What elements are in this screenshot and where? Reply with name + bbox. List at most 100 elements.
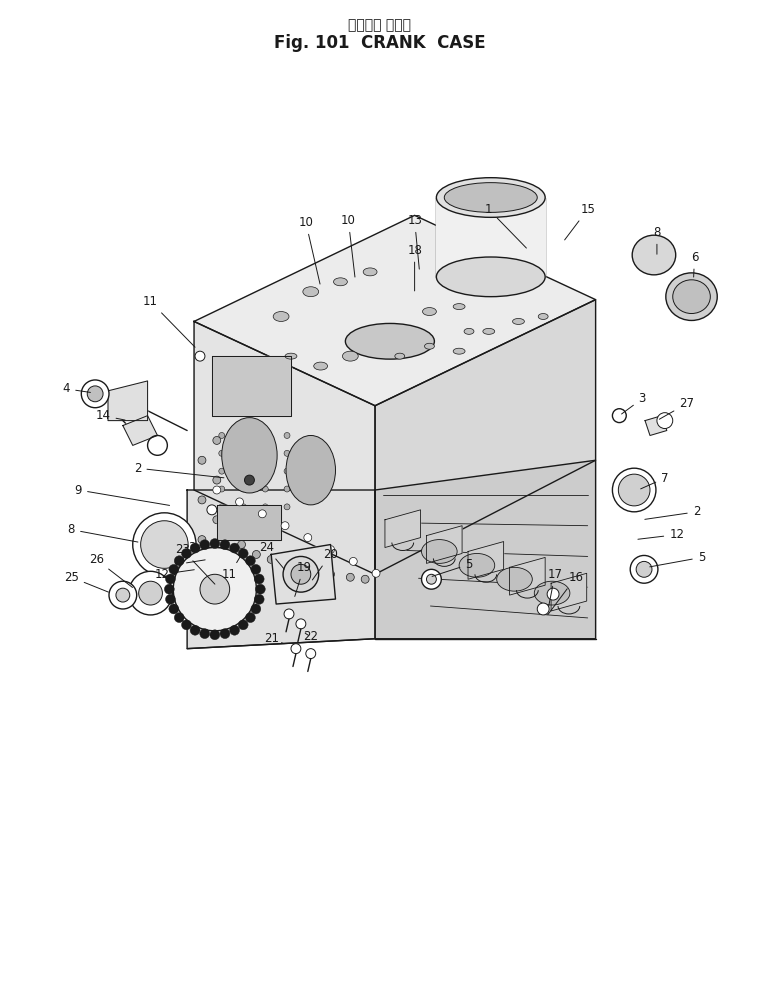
Text: 5: 5 xyxy=(432,558,473,576)
Circle shape xyxy=(219,486,225,492)
Circle shape xyxy=(281,521,289,529)
Text: 21: 21 xyxy=(263,632,284,645)
Circle shape xyxy=(251,565,261,574)
Circle shape xyxy=(427,574,436,584)
Circle shape xyxy=(255,584,265,594)
Circle shape xyxy=(191,543,200,553)
Circle shape xyxy=(283,557,319,592)
Circle shape xyxy=(657,412,672,428)
Text: 8: 8 xyxy=(68,523,138,542)
Ellipse shape xyxy=(453,349,465,355)
Ellipse shape xyxy=(464,328,474,334)
Text: 2: 2 xyxy=(134,462,224,478)
Text: 5: 5 xyxy=(650,551,705,567)
Circle shape xyxy=(220,628,230,638)
Circle shape xyxy=(219,468,225,474)
Ellipse shape xyxy=(512,318,524,324)
Text: 3: 3 xyxy=(188,541,224,554)
Circle shape xyxy=(619,474,650,506)
Circle shape xyxy=(129,572,172,615)
Circle shape xyxy=(181,620,191,629)
Text: 26: 26 xyxy=(89,553,133,587)
Text: 15: 15 xyxy=(565,203,595,240)
Polygon shape xyxy=(468,541,504,579)
Circle shape xyxy=(181,549,191,559)
Ellipse shape xyxy=(453,303,465,309)
Circle shape xyxy=(219,432,225,438)
Circle shape xyxy=(210,629,220,639)
Circle shape xyxy=(207,505,217,515)
Circle shape xyxy=(198,535,206,544)
Text: 4: 4 xyxy=(63,382,90,396)
Polygon shape xyxy=(375,300,596,574)
Circle shape xyxy=(291,643,301,654)
Polygon shape xyxy=(427,525,462,564)
Circle shape xyxy=(284,468,290,474)
Text: 6: 6 xyxy=(691,250,698,277)
Circle shape xyxy=(191,626,200,635)
Circle shape xyxy=(613,409,626,422)
Ellipse shape xyxy=(424,344,434,350)
Circle shape xyxy=(198,496,206,504)
Circle shape xyxy=(258,510,266,518)
Ellipse shape xyxy=(363,268,377,276)
Circle shape xyxy=(547,588,559,600)
Ellipse shape xyxy=(273,311,289,321)
Circle shape xyxy=(219,504,225,510)
Circle shape xyxy=(147,435,167,456)
Polygon shape xyxy=(551,573,587,611)
Polygon shape xyxy=(217,505,281,539)
Circle shape xyxy=(81,380,109,408)
Circle shape xyxy=(222,530,231,538)
Circle shape xyxy=(165,584,175,594)
Text: 14: 14 xyxy=(96,409,125,422)
Circle shape xyxy=(238,620,248,629)
Circle shape xyxy=(245,556,255,566)
Circle shape xyxy=(291,565,310,584)
Text: 25: 25 xyxy=(64,571,109,592)
Polygon shape xyxy=(108,381,147,420)
Circle shape xyxy=(372,570,380,577)
Text: クランク ケース: クランク ケース xyxy=(348,18,411,32)
Ellipse shape xyxy=(345,323,434,359)
Text: 10: 10 xyxy=(298,216,320,284)
Circle shape xyxy=(219,451,225,457)
Polygon shape xyxy=(212,356,291,415)
Text: 23: 23 xyxy=(175,543,215,584)
Circle shape xyxy=(213,556,221,564)
Circle shape xyxy=(213,486,221,494)
Text: 7: 7 xyxy=(641,471,669,489)
Circle shape xyxy=(169,604,179,614)
Ellipse shape xyxy=(303,287,319,297)
Text: 2: 2 xyxy=(645,506,701,519)
Circle shape xyxy=(421,570,441,589)
Circle shape xyxy=(116,588,130,602)
Circle shape xyxy=(284,609,294,619)
Circle shape xyxy=(287,561,295,569)
Circle shape xyxy=(200,574,230,604)
Circle shape xyxy=(230,543,240,553)
Circle shape xyxy=(175,613,184,623)
Circle shape xyxy=(263,451,268,457)
Circle shape xyxy=(241,451,247,457)
Polygon shape xyxy=(375,461,596,638)
Ellipse shape xyxy=(672,280,710,313)
Circle shape xyxy=(245,613,255,623)
Circle shape xyxy=(284,504,290,510)
Circle shape xyxy=(213,516,221,523)
Circle shape xyxy=(235,498,244,506)
Text: 1: 1 xyxy=(485,203,527,248)
Text: 8: 8 xyxy=(653,226,660,254)
Circle shape xyxy=(307,566,315,573)
Text: 24: 24 xyxy=(259,541,285,570)
Circle shape xyxy=(251,604,261,614)
Text: Fig. 101  CRANK  CASE: Fig. 101 CRANK CASE xyxy=(274,34,485,52)
Circle shape xyxy=(361,575,369,583)
Ellipse shape xyxy=(423,307,436,315)
Circle shape xyxy=(284,432,290,438)
Polygon shape xyxy=(385,510,420,548)
Circle shape xyxy=(263,486,268,492)
Circle shape xyxy=(213,476,221,484)
Text: 11: 11 xyxy=(143,296,195,348)
Polygon shape xyxy=(271,545,335,604)
